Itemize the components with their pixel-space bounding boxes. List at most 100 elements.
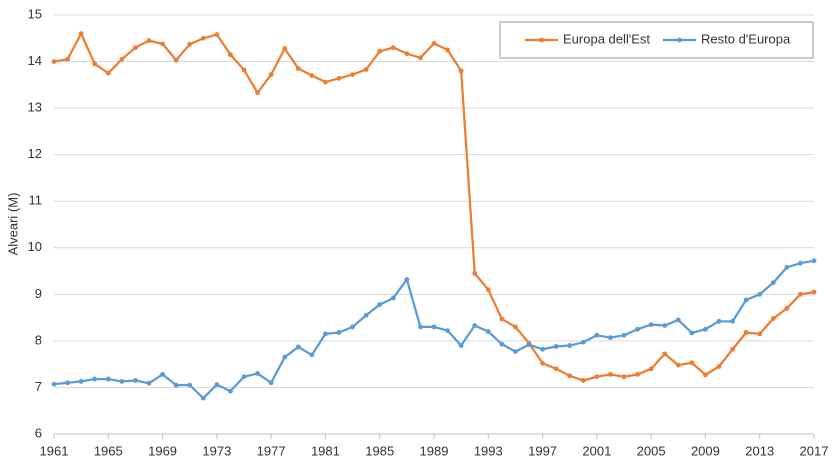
data-point (363, 67, 369, 72)
data-point (65, 380, 70, 386)
data-point (146, 380, 152, 386)
data-point (200, 35, 206, 41)
x-tick-label: 1961 (40, 443, 69, 458)
data-point (743, 330, 749, 335)
data-point (268, 380, 274, 386)
data-point (390, 295, 396, 301)
data-point (214, 32, 220, 37)
data-point (350, 324, 355, 330)
data-point (268, 72, 274, 77)
data-point (608, 335, 613, 341)
data-point (336, 330, 342, 335)
data-point (770, 280, 776, 286)
data-point (621, 374, 627, 380)
data-point (675, 317, 681, 323)
data-point (187, 382, 193, 388)
data-point (133, 378, 138, 383)
y-tick-label: 14 (28, 53, 42, 68)
data-point (662, 323, 668, 328)
data-point (214, 382, 220, 388)
data-point (187, 41, 193, 47)
data-point (160, 372, 165, 377)
y-tick-label: 9 (35, 286, 42, 301)
data-point (92, 61, 98, 67)
y-tick-label: 15 (28, 6, 42, 21)
data-point (811, 258, 817, 264)
x-tick-label: 2017 (800, 443, 829, 458)
data-point (309, 73, 315, 78)
data-point (363, 312, 369, 318)
data-point (703, 326, 708, 332)
data-point (309, 352, 315, 358)
data-point (133, 45, 138, 50)
data-point (418, 324, 423, 330)
data-point (404, 277, 410, 282)
x-tick-label: 2005 (637, 443, 666, 458)
data-point (526, 342, 532, 348)
data-point (594, 374, 600, 380)
data-point (323, 331, 328, 337)
data-point (404, 51, 410, 57)
data-point (499, 341, 505, 347)
x-tick-label: 1989 (420, 443, 449, 458)
x-tick-label: 1977 (257, 443, 286, 458)
data-point (92, 376, 98, 382)
data-point (703, 372, 708, 378)
data-point (513, 324, 518, 330)
data-point (648, 366, 654, 372)
data-point (770, 316, 776, 321)
x-tick-label: 1993 (474, 443, 503, 458)
data-point (458, 68, 464, 74)
data-point (105, 376, 111, 382)
legend-marker (539, 37, 544, 43)
data-point (390, 45, 396, 50)
data-point (540, 360, 545, 366)
data-point (662, 351, 668, 357)
data-point (540, 346, 545, 352)
data-point (730, 346, 735, 352)
data-point (798, 260, 803, 266)
data-point (336, 75, 342, 81)
data-point (553, 344, 559, 349)
data-point (580, 378, 586, 383)
data-point (743, 297, 749, 303)
data-point (78, 378, 84, 384)
x-tick-label: 1997 (528, 443, 557, 458)
data-point (105, 70, 111, 76)
legend-label: Europa dell'Est (563, 31, 650, 46)
data-point (65, 56, 70, 62)
data-point (173, 57, 179, 63)
data-point (418, 55, 423, 61)
data-point (757, 331, 763, 337)
legend-marker (677, 37, 682, 43)
legend-label: Resto d'Europa (701, 31, 791, 46)
x-tick-label: 2001 (582, 443, 611, 458)
y-tick-label: 13 (28, 100, 42, 115)
data-point (553, 366, 559, 372)
data-point (716, 364, 722, 369)
y-tick-label: 12 (28, 146, 42, 161)
data-point (119, 56, 125, 62)
data-point (635, 326, 640, 332)
data-point (146, 38, 152, 44)
data-point (173, 382, 179, 388)
data-point (485, 329, 491, 334)
x-tick-label: 1973 (202, 443, 231, 458)
data-point (282, 354, 288, 360)
data-point (648, 322, 654, 327)
data-point (513, 349, 518, 354)
x-tick-label: 1985 (365, 443, 394, 458)
data-point (608, 372, 613, 377)
data-point (350, 72, 355, 77)
data-point (51, 381, 57, 387)
data-point (255, 371, 260, 376)
data-point (295, 344, 301, 350)
data-point (499, 316, 505, 322)
data-point (241, 374, 247, 380)
data-point (675, 362, 681, 368)
y-tick-label: 8 (35, 332, 42, 347)
data-point (730, 318, 735, 324)
data-point (377, 302, 383, 307)
data-point (445, 328, 450, 334)
